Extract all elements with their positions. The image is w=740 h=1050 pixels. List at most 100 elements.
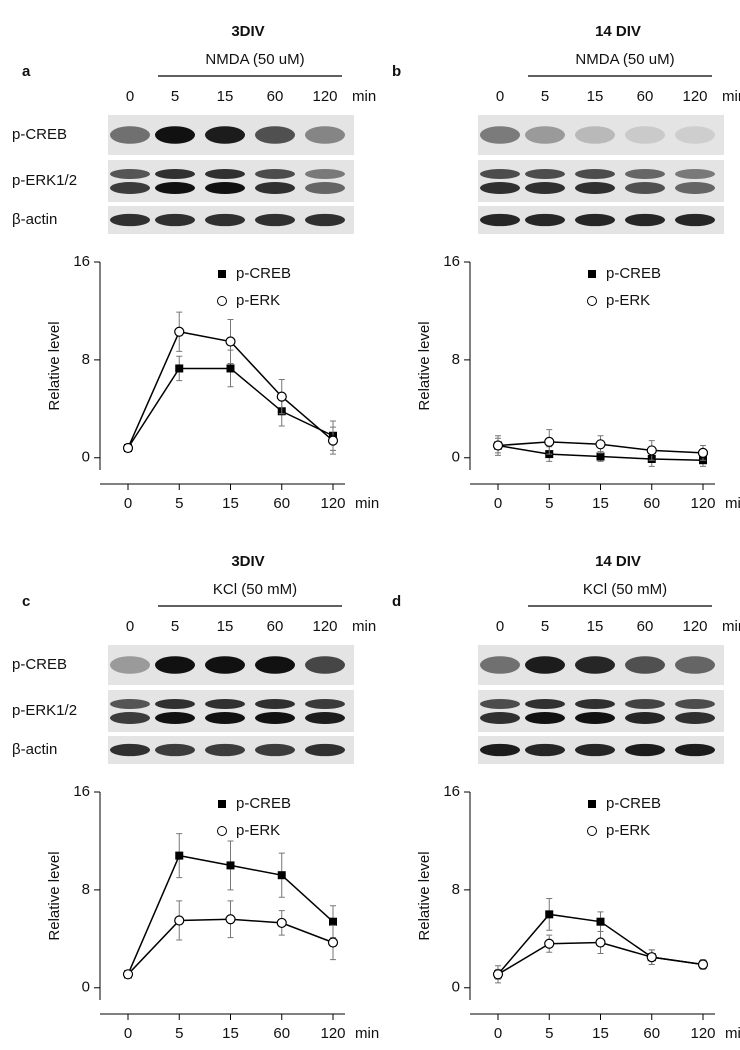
- treatment-label: NMDA (50 uM): [575, 51, 674, 68]
- blot-band: [305, 699, 345, 709]
- x-tick-label: 15: [222, 1025, 239, 1042]
- blot-band: [305, 656, 345, 674]
- marker: [175, 851, 184, 860]
- blot-band: [480, 169, 520, 179]
- blot-band: [480, 699, 520, 709]
- blot-band: [110, 699, 150, 709]
- y-tick-label: 0: [82, 449, 90, 466]
- blot-band: [110, 126, 150, 144]
- blot-band: [255, 699, 295, 709]
- blot-band: [625, 699, 665, 709]
- blot-band: [155, 213, 195, 227]
- legend-marker: [587, 826, 597, 836]
- legend-label: p-ERK: [236, 822, 280, 839]
- y-tick-label: 0: [82, 979, 90, 996]
- marker: [122, 442, 134, 454]
- blot-band: [155, 182, 195, 194]
- blot-band: [305, 169, 345, 179]
- blot-band: [525, 743, 565, 757]
- blot-band: [255, 126, 295, 144]
- x-tick-label: 5: [545, 1025, 553, 1042]
- time-unit: min: [352, 618, 376, 635]
- blot-band: [110, 743, 150, 757]
- timepoint-label: 60: [267, 88, 284, 105]
- blot-band: [255, 712, 295, 724]
- marker: [175, 364, 184, 373]
- timepoint-label: 0: [496, 618, 504, 635]
- blot-strip: [108, 690, 354, 732]
- legend-label: p-ERK: [236, 292, 280, 309]
- blot-strip: [478, 160, 724, 202]
- x-tick-label: 60: [273, 495, 290, 512]
- marker: [596, 917, 605, 926]
- y-axis-label: Relative level: [46, 851, 63, 940]
- blot-band: [110, 712, 150, 724]
- x-axis-label: min: [725, 495, 740, 512]
- condition-label: 3DIV: [231, 553, 264, 570]
- timepoint-label: 5: [171, 618, 179, 635]
- blot-band: [625, 182, 665, 194]
- timepoint-label: 15: [587, 618, 604, 635]
- blot-band: [305, 126, 345, 144]
- legend-label: p-ERK: [606, 822, 650, 839]
- x-axis-label: min: [355, 495, 379, 512]
- marker: [545, 910, 554, 919]
- blot-band: [255, 213, 295, 227]
- blot-band: [675, 743, 715, 757]
- marker: [276, 917, 287, 929]
- condition-label: 3DIV: [231, 23, 264, 40]
- x-tick-label: 60: [273, 1025, 290, 1042]
- blot-band: [255, 182, 295, 194]
- panel-letter: c: [22, 593, 30, 610]
- blot-band: [480, 126, 520, 144]
- legend-marker: [217, 296, 227, 306]
- legend-label: p-CREB: [236, 795, 291, 812]
- x-tick-label: 5: [545, 495, 553, 512]
- marker: [646, 445, 657, 456]
- blot-band: [480, 656, 520, 674]
- y-tick-label: 16: [443, 253, 460, 270]
- x-tick-label: 120: [320, 495, 345, 512]
- y-tick-label: 16: [73, 783, 90, 800]
- timepoint-label: 120: [682, 618, 707, 635]
- legend-marker: [588, 800, 596, 808]
- legend-label: p-CREB: [606, 795, 661, 812]
- x-tick-label: 60: [643, 495, 660, 512]
- blot-band: [205, 213, 245, 227]
- blot-band: [525, 213, 565, 227]
- condition-label: 14 DIV: [595, 23, 641, 40]
- legend-marker: [218, 800, 226, 808]
- blot-band: [575, 656, 615, 674]
- timepoint-label: 5: [541, 618, 549, 635]
- blot-band: [155, 126, 195, 144]
- blot-band: [625, 712, 665, 724]
- band-label: p-ERK1/2: [12, 172, 77, 189]
- blot-band: [625, 213, 665, 227]
- x-tick-label: 0: [494, 495, 502, 512]
- blot-band: [110, 656, 150, 674]
- blot-band: [205, 656, 245, 674]
- legend-marker: [218, 270, 226, 278]
- blot-band: [480, 182, 520, 194]
- blot-band: [480, 712, 520, 724]
- x-tick-label: 0: [494, 1025, 502, 1042]
- blot-band: [155, 699, 195, 709]
- time-unit: min: [722, 88, 740, 105]
- blot-band: [575, 182, 615, 194]
- y-tick-label: 16: [73, 253, 90, 270]
- x-axis-label: min: [725, 1025, 740, 1042]
- blot-band: [525, 699, 565, 709]
- panel-letter: d: [392, 593, 401, 610]
- blot-strip: [478, 690, 724, 732]
- blot-band: [675, 699, 715, 709]
- marker: [122, 969, 134, 980]
- x-tick-label: 5: [175, 1025, 183, 1042]
- y-axis-label: Relative level: [46, 321, 63, 410]
- timepoint-label: 5: [541, 88, 549, 105]
- blot-band: [575, 213, 615, 227]
- x-tick-label: 120: [690, 1025, 715, 1042]
- x-tick-label: 0: [124, 495, 132, 512]
- marker: [492, 969, 504, 980]
- treatment-label: NMDA (50 uM): [205, 51, 304, 68]
